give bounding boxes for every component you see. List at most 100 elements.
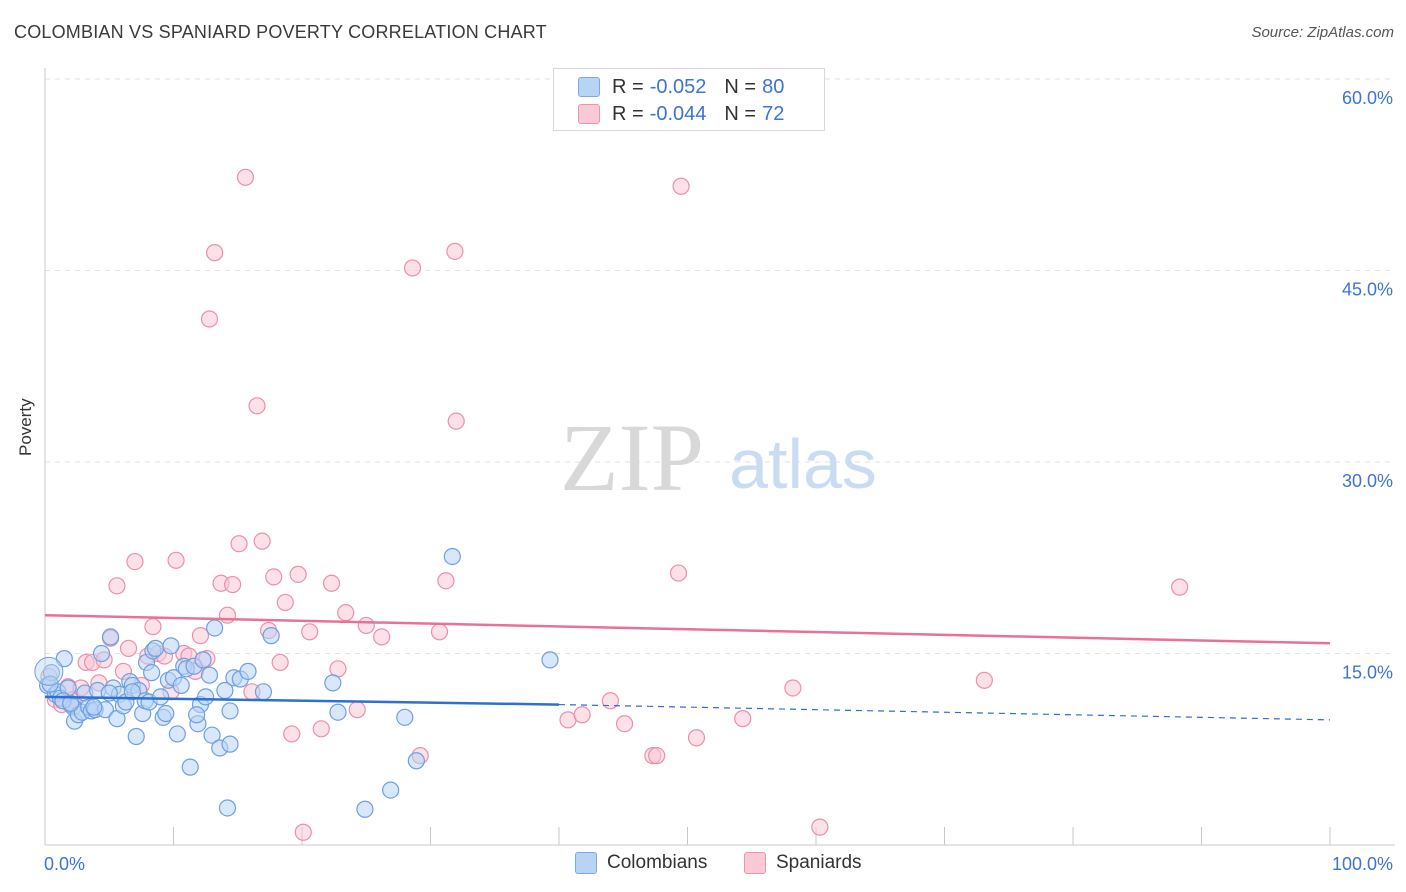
- spaniards-point: [322, 574, 341, 592]
- colombians-point: [92, 644, 111, 663]
- spaniards-point: [447, 412, 465, 430]
- n-label: N =: [724, 75, 757, 98]
- spaniards-point: [373, 628, 391, 646]
- colombians-point: [254, 683, 273, 701]
- spaniards-point: [301, 623, 319, 641]
- colombians-point: [407, 752, 425, 770]
- spaniards-point: [206, 244, 224, 262]
- spaniards-point: [403, 259, 422, 277]
- spaniards-point: [357, 616, 375, 635]
- colombians-point: [143, 664, 161, 682]
- spaniards-point: [337, 604, 355, 622]
- r-label: R =: [612, 75, 644, 98]
- legend-item-colombians[interactable]: Colombians: [575, 852, 707, 874]
- spaniards-point: [437, 572, 455, 590]
- colombians-point: [172, 676, 190, 695]
- colombians-point: [206, 619, 224, 637]
- spaniards-point: [348, 701, 366, 719]
- spaniards-point: [218, 606, 237, 624]
- spaniards-point: [573, 706, 591, 724]
- colombians-point: [218, 799, 237, 817]
- spaniards-point: [446, 242, 464, 260]
- source-label: Source: ZipAtlas.com: [1251, 24, 1394, 41]
- watermark-atlas: atlas: [729, 425, 877, 503]
- spaniards-point: [191, 627, 210, 645]
- legend-item-spaniards[interactable]: Spaniards: [744, 852, 862, 874]
- colombians-swatch: [578, 77, 600, 97]
- spaniards-point: [615, 715, 634, 733]
- colombians-point: [396, 708, 414, 726]
- y-tick-label: 60.0%: [1342, 88, 1393, 108]
- spaniards-point: [975, 671, 993, 689]
- spaniards-swatch: [578, 104, 600, 124]
- colombians-point: [168, 725, 186, 743]
- spaniards-point: [230, 535, 248, 553]
- y-tick-label: 30.0%: [1342, 471, 1393, 491]
- spaniards-legend-swatch: [744, 852, 766, 874]
- spaniards-point: [119, 639, 138, 657]
- spaniards-point: [108, 577, 126, 595]
- colombians-point: [262, 627, 280, 645]
- spaniards-point: [687, 729, 706, 747]
- colombians-legend-label: Colombians: [607, 852, 708, 873]
- colombians-trend-line: [44, 695, 560, 706]
- r-label: R =: [612, 102, 644, 125]
- chart-title: COLOMBIAN VS SPANIARD POVERTY CORRELATIO…: [14, 22, 547, 42]
- spaniards-point: [144, 618, 162, 636]
- spaniards-point: [601, 692, 620, 710]
- colombians-point: [382, 781, 400, 799]
- spaniards-point: [265, 568, 283, 586]
- colombians-point: [221, 702, 239, 720]
- colombians-point: [200, 666, 219, 684]
- colombians-point: [34, 656, 64, 686]
- tick-labels: 15.0% 30.0% 45.0% 60.0% 0.0% 100.0%: [44, 88, 1393, 874]
- x-tick-label-min: 0.0%: [44, 854, 85, 874]
- colombians-point: [162, 637, 180, 655]
- colombians-point: [188, 706, 206, 724]
- colombians-trend-extension: [558, 703, 1331, 721]
- colombians-point: [443, 547, 461, 566]
- spaniards-point: [167, 551, 185, 569]
- spaniards-point: [1171, 578, 1189, 596]
- colombians-point: [181, 758, 199, 776]
- spaniards-point: [669, 564, 688, 582]
- spaniards-n-value: 72: [762, 102, 785, 125]
- spaniards-point: [784, 679, 802, 697]
- legend-row-spaniards: R = -0.044 N = 72: [578, 102, 802, 126]
- colombians-point: [203, 726, 221, 744]
- watermark: ZIP atlas: [560, 404, 877, 511]
- y-tick-label: 45.0%: [1342, 280, 1393, 300]
- spaniards-point: [734, 710, 752, 728]
- gridlines: [45, 78, 1395, 654]
- spaniards-point: [811, 818, 829, 836]
- colombians-n-value: 80: [762, 75, 785, 98]
- colombians-point: [329, 703, 347, 721]
- spaniards-point: [276, 593, 294, 612]
- spaniards-point: [224, 575, 242, 594]
- spaniards-point: [253, 532, 271, 550]
- colombians-point: [324, 674, 342, 692]
- colombians-point: [127, 727, 145, 746]
- axes: [44, 68, 1395, 846]
- spaniards-point: [271, 653, 289, 672]
- spaniards-point: [672, 177, 690, 195]
- spaniards-point: [126, 552, 144, 571]
- colombians-point: [221, 735, 239, 753]
- colombians-point: [85, 698, 103, 716]
- colombians-point: [194, 651, 212, 669]
- colombians-point: [123, 683, 141, 701]
- spaniards-point: [312, 720, 330, 738]
- colombians-point: [152, 688, 170, 706]
- spaniards-point: [294, 823, 312, 841]
- y-tick-label: 15.0%: [1342, 663, 1393, 683]
- spaniards-point: [236, 168, 255, 186]
- colombians-point: [356, 800, 374, 818]
- spaniards-point: [200, 310, 219, 328]
- spaniards-trend-line: [44, 613, 1331, 645]
- legend-row-colombians: R = -0.052 N = 80: [578, 75, 802, 99]
- trend-lines: [44, 613, 1331, 721]
- colombians-point: [146, 639, 165, 657]
- x-tick-label-max: 100.0%: [1332, 854, 1393, 874]
- colombians-point: [541, 651, 559, 669]
